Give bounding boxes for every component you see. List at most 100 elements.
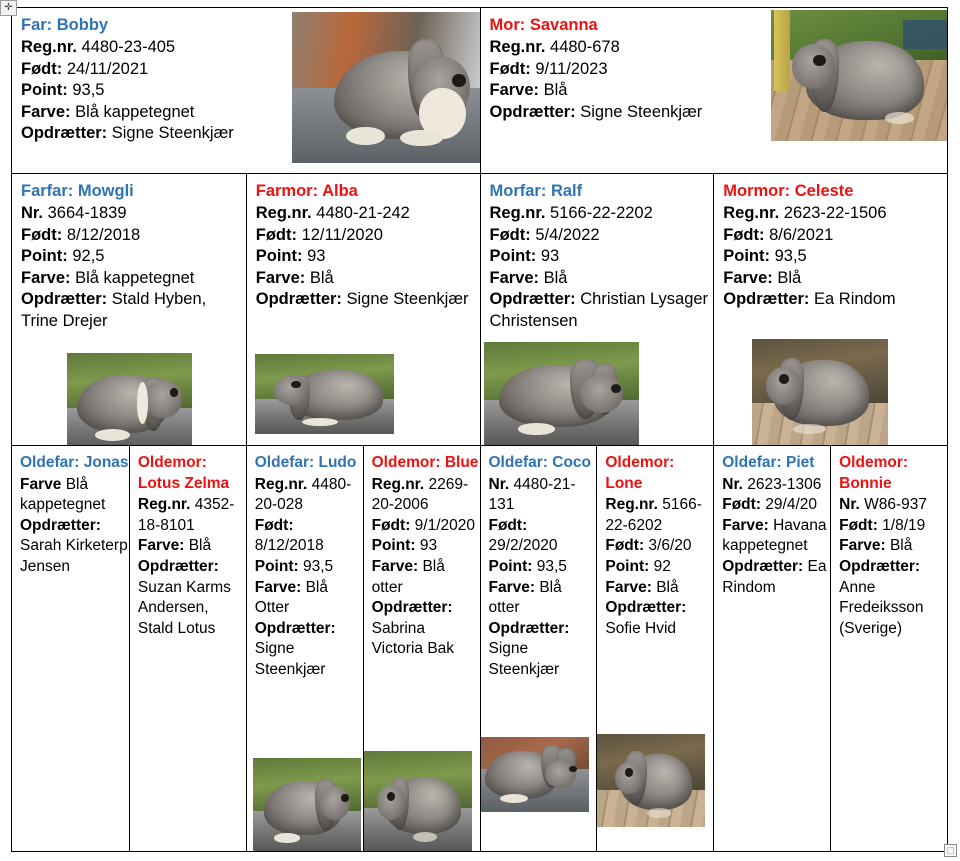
field-regnr: Nr. 3664-1839	[21, 204, 127, 223]
rabbit-celeste-photo	[752, 339, 889, 445]
cell-details: Farve Blå kappetegnet Opdrætter: Sarah K…	[20, 475, 129, 578]
field-fodt: Født: 9/1/2020	[371, 516, 476, 534]
pedigree-row-parents: Far: Bobby Reg.nr. 4480-23-405 Født: 24/…	[12, 8, 947, 174]
field-farve: Farve: Blå	[723, 268, 802, 287]
pedigree-cell-oldefar-jonas[interactable]: Oldefar: Jonas Farve Blå kappetegnet Opd…	[12, 446, 129, 851]
field-farve: Farve: Blå	[489, 81, 568, 100]
field-regnr: Reg.nr. 4480-678	[489, 38, 620, 57]
cell-title: Far: Bobby	[21, 16, 109, 34]
field-opdraetter: Opdrætter: Suzan Karms Andersen, Stald L…	[137, 558, 231, 637]
cell-title: Oldefar: Ludo	[254, 454, 357, 471]
field-fodt: Født: 24/11/2021	[21, 59, 149, 78]
pedigree-cell-oldemor-bonnie[interactable]: Oldemor: Bonnie Nr. W86-937 Født: 1/8/19…	[830, 446, 947, 851]
cell-title: Mor: Savanna	[489, 16, 598, 34]
field-farve: Farve: Blå kappetegnet	[21, 102, 195, 121]
field-fodt: Født: 5/4/2022	[489, 225, 600, 244]
cell-title: Oldemor: Bonnie	[839, 454, 909, 492]
field-point: Point: 93	[489, 247, 560, 266]
cell-title: Farfar: Mowgli	[21, 182, 134, 200]
cell-title: Oldefar: Piet	[722, 454, 815, 471]
rabbit-lone-photo	[597, 734, 706, 827]
field-farve: Farve: Blå kappetegnet	[21, 268, 195, 287]
field-fodt: Født: 29/4/20	[722, 496, 818, 514]
table-resize-handle[interactable]	[944, 844, 957, 857]
field-point: Point: 93,5	[21, 81, 105, 100]
pedigree-cell-oldemor-lotus-zelma[interactable]: Oldemor: Lotus Zelma Reg.nr. 4352-18-810…	[128, 446, 246, 851]
rabbit-bobby-photo	[292, 12, 480, 163]
field-farve: Farve: Blå	[605, 578, 679, 596]
pedigree-cell-oldefar-coco[interactable]: Oldefar: Coco Nr. 4480-21-131 Født: 29/2…	[479, 446, 597, 851]
cell-details: Reg.nr. 2269-20-2006 Født: 9/1/2020 Poin…	[372, 475, 480, 660]
field-regnr: Reg.nr. 4480-20-028	[254, 475, 352, 514]
field-farve: Farve: Blå otter	[371, 558, 445, 596]
field-opdraetter: Opdrætter: Sarah Kirketerp Jensen	[20, 516, 128, 576]
field-farve: Farve: Blå	[489, 268, 568, 287]
cell-details: Reg.nr. 4352-18-8101 Farve: Blå Opdrætte…	[138, 495, 246, 639]
field-opdraetter: Opdrætter: Ea Rindom	[723, 290, 896, 309]
cell-title: Oldemor: Blue	[371, 454, 479, 471]
field-regnr: Reg.nr. 4480-21-242	[255, 204, 410, 223]
cell-title: Farmor: Alba	[255, 182, 358, 200]
cell-details: Reg.nr. 4480-21-242 Født: 12/11/2020 Poi…	[256, 203, 480, 310]
cell-title: Morfar: Ralf	[489, 182, 583, 200]
pedigree-cell-farmor-alba[interactable]: Farmor: Alba Reg.nr. 4480-21-242 Født: 1…	[245, 174, 480, 445]
field-fodt: Født: 12/11/2020	[255, 225, 383, 244]
pedigree-cell-oldemor-lone[interactable]: Oldemor: Lone Reg.nr. 5166-22-6202 Født:…	[596, 446, 713, 851]
field-point: Point: 92,5	[21, 247, 105, 266]
cell-title: Oldefar: Coco	[488, 454, 592, 471]
field-fodt: Født: 8/12/2018	[254, 516, 324, 555]
field-regnr: Reg.nr. 5166-22-6202	[605, 496, 702, 534]
cell-details: Reg.nr. 2623-22-1506 Født: 8/6/2021 Poin…	[723, 203, 947, 310]
field-fodt: Født: 1/8/19	[839, 516, 926, 534]
field-regnr: Reg.nr. 2269-20-2006	[371, 475, 469, 514]
field-regnr: Nr. 2623-1306	[722, 475, 822, 493]
field-fodt: Født: 3/6/20	[605, 537, 692, 555]
cell-title: Oldefar: Jonas	[20, 454, 129, 471]
field-farve: Farve: Blå Otter	[254, 578, 328, 617]
field-fodt: Født: 9/11/2023	[489, 59, 608, 78]
cell-details: Reg.nr. 4480-20-028 Født: 8/12/2018 Poin…	[255, 475, 363, 681]
field-farve: Farve Blå kappetegnet	[20, 475, 106, 514]
field-point: Point: 93	[371, 537, 438, 555]
field-farve: Farve: Blå	[839, 537, 913, 555]
field-opdraetter: Opdrætter: Sabrina Victoria Bak	[371, 599, 455, 658]
pedigree-cell-mor-savanna[interactable]: Mor: Savanna Reg.nr. 4480-678 Født: 9/11…	[479, 8, 947, 173]
field-regnr: Reg.nr. 5166-22-2202	[489, 204, 653, 223]
table-move-handle[interactable]: ✛	[0, 0, 17, 16]
field-regnr: Reg.nr. 4352-18-8101	[137, 496, 235, 534]
field-farve: Farve: Havana kappetegnet	[722, 516, 827, 555]
pedigree-row-greatgrandparents: Oldefar: Jonas Farve Blå kappetegnet Opd…	[12, 446, 947, 851]
cell-details: Nr. W86-937 Født: 1/8/19 Farve: Blå Opdr…	[839, 495, 947, 639]
rabbit-ralf-photo	[483, 342, 639, 445]
field-point: Point: 93,5	[488, 558, 567, 576]
rabbit-coco-photo	[480, 737, 589, 812]
rabbit-mowgli-photo	[67, 353, 192, 445]
pedigree-cell-oldemor-blue[interactable]: Oldemor: Blue Reg.nr. 2269-20-2006 Født:…	[362, 446, 480, 851]
field-fodt: Født: 29/2/2020	[488, 516, 558, 555]
rabbit-alba-photo	[254, 354, 394, 434]
field-opdraetter: Opdrætter: Stald Hyben, Trine Drejer	[21, 290, 207, 330]
rabbit-blue-photo	[363, 751, 472, 851]
field-farve: Farve: Blå otter	[488, 578, 562, 617]
cell-title: Oldemor: Lotus Zelma	[137, 454, 230, 492]
pedigree-cell-oldefar-piet[interactable]: Oldefar: Piet Nr. 2623-1306 Født: 29/4/2…	[713, 446, 830, 851]
cell-details: Nr. 2623-1306 Født: 29/4/20 Farve: Havan…	[722, 475, 830, 599]
pedigree-cell-far-bobby[interactable]: Far: Bobby Reg.nr. 4480-23-405 Født: 24/…	[12, 8, 480, 173]
field-regnr: Nr. W86-937	[839, 496, 928, 514]
field-point: Point: 92	[605, 558, 671, 576]
pedigree-cell-morfar-ralf[interactable]: Morfar: Ralf Reg.nr. 5166-22-2202 Født: …	[479, 174, 714, 445]
field-opdraetter: Opdrætter: Anne Fredeiksson (Sverige)	[839, 558, 924, 637]
field-regnr: Reg.nr. 2623-22-1506	[723, 204, 887, 223]
pedigree-row-grandparents: Farfar: Mowgli Nr. 3664-1839 Født: 8/12/…	[12, 174, 947, 446]
pedigree-cell-farfar-mowgli[interactable]: Farfar: Mowgli Nr. 3664-1839 Født: 8/12/…	[12, 174, 246, 445]
pedigree-cell-oldefar-ludo[interactable]: Oldefar: Ludo Reg.nr. 4480-20-028 Født: …	[245, 446, 363, 851]
field-point: Point: 93,5	[254, 558, 334, 576]
field-point: Point: 93	[255, 247, 326, 266]
cell-title: Oldemor: Lone	[605, 454, 675, 492]
rabbit-savanna-photo	[770, 10, 947, 141]
field-opdraetter: Opdrætter: Signe Steenkjær	[254, 619, 336, 679]
field-opdraetter: Opdrætter: Signe Steenkjær	[489, 102, 703, 121]
pedigree-cell-mormor-celeste[interactable]: Mormor: Celeste Reg.nr. 2623-22-1506 Fød…	[713, 174, 947, 445]
cell-details: Nr. 4480-21-131 Født: 29/2/2020 Point: 9…	[489, 475, 597, 681]
cell-details: Nr. 3664-1839 Født: 8/12/2018 Point: 92,…	[21, 203, 246, 332]
